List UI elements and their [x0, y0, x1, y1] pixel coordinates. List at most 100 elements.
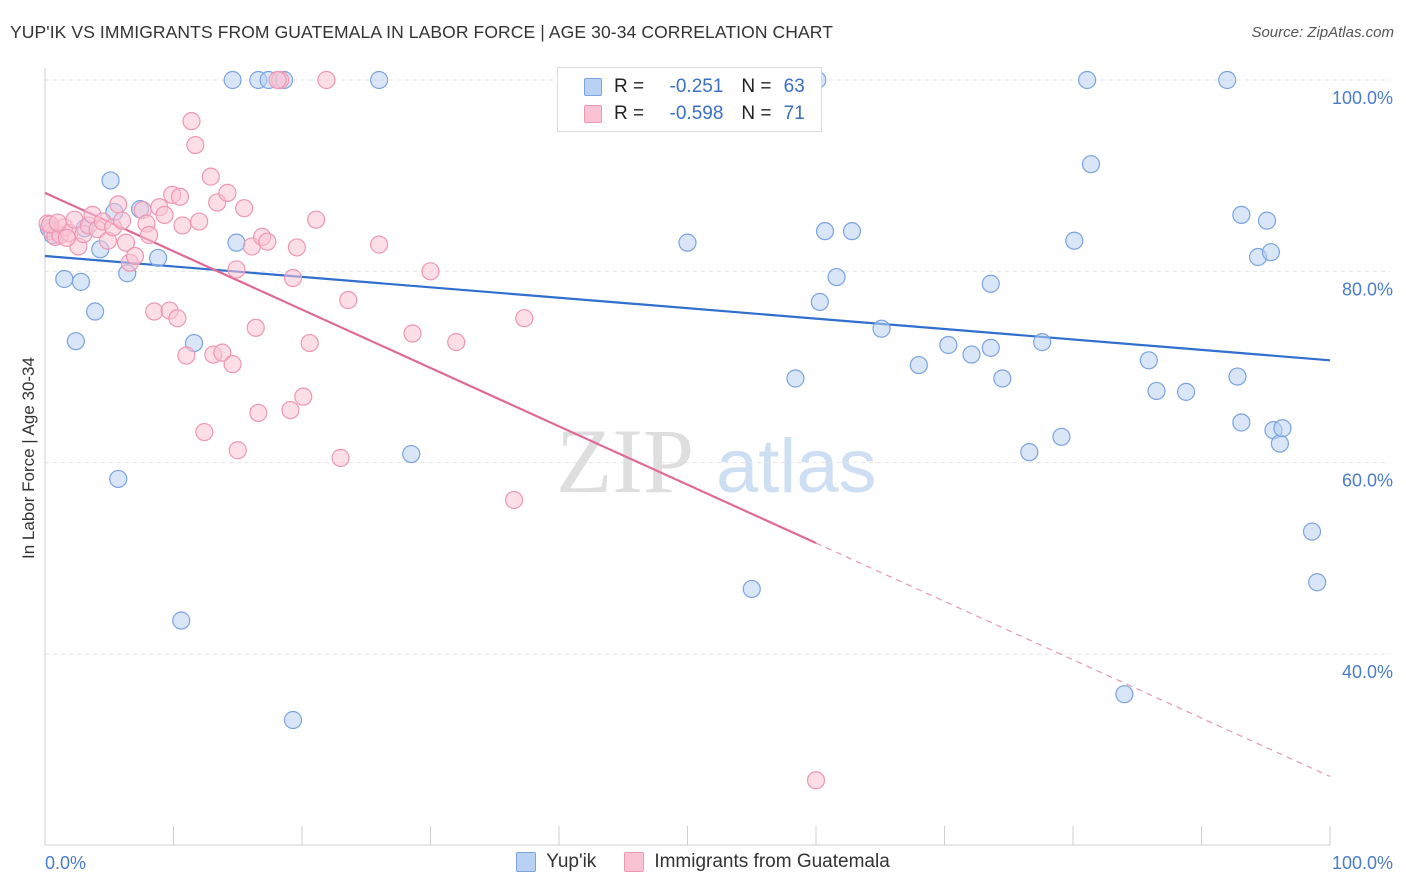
- point-guatemala: [155, 205, 174, 224]
- point-yupik: [1115, 685, 1134, 704]
- point-guatemala: [195, 422, 214, 442]
- point-yupik: [1232, 413, 1251, 432]
- point-yupik: [981, 274, 1000, 293]
- r-label: R =: [614, 103, 645, 124]
- y-axis-label: In Labor Force | Age 30-34: [19, 357, 38, 559]
- n-value: 71: [783, 103, 805, 124]
- point-guatemala: [182, 112, 201, 131]
- point-yupik: [1020, 443, 1039, 462]
- point-yupik: [109, 469, 128, 489]
- trendline-extrapolated-guatemala: [815, 542, 1331, 777]
- point-guatemala: [186, 135, 205, 155]
- point-guatemala: [145, 302, 164, 321]
- trendline-yupik: [44, 254, 1331, 362]
- point-yupik: [1228, 367, 1247, 386]
- point-yupik: [1218, 70, 1237, 90]
- point-yupik: [71, 272, 91, 291]
- point-guatemala: [317, 70, 336, 90]
- point-guatemala: [307, 210, 326, 229]
- n-label: N =: [741, 103, 772, 124]
- point-yupik: [939, 335, 958, 355]
- point-guatemala: [249, 403, 268, 423]
- point-guatemala: [223, 355, 242, 374]
- point-guatemala: [421, 262, 440, 281]
- point-yupik: [1078, 70, 1097, 90]
- watermark-atlas: atlas: [716, 424, 877, 509]
- legend-item-guatemala[interactable]: Immigrants from Guatemala: [624, 851, 890, 873]
- point-guatemala: [213, 343, 232, 362]
- stats-legend-row-guatemala: R = -0.598 N = 71: [558, 100, 805, 128]
- point-yupik: [1065, 231, 1084, 250]
- point-guatemala: [403, 324, 422, 343]
- point-guatemala: [447, 333, 466, 352]
- n-value: 63: [783, 76, 805, 97]
- point-yupik: [1176, 382, 1196, 401]
- point-yupik: [1261, 243, 1280, 262]
- x-tick-label: 100.0%: [1332, 853, 1393, 873]
- point-guatemala: [331, 448, 350, 467]
- point-yupik: [810, 292, 829, 312]
- guatemala-legend-swatch: [624, 852, 645, 872]
- point-yupik: [283, 710, 303, 730]
- point-guatemala: [227, 260, 246, 279]
- point-guatemala: [170, 187, 190, 206]
- point-yupik: [148, 248, 168, 268]
- point-guatemala: [173, 216, 192, 235]
- point-guatemala: [283, 268, 303, 288]
- point-guatemala: [246, 318, 265, 337]
- stats-legend: R = -0.251 N = 63 R = -0.598 N = 71: [557, 67, 822, 132]
- point-guatemala: [235, 199, 254, 218]
- guatemala-swatch: [584, 105, 602, 123]
- legend-label-guatemala: Immigrants from Guatemala: [654, 851, 890, 872]
- point-guatemala: [287, 238, 306, 257]
- point-guatemala: [228, 441, 247, 460]
- point-guatemala: [294, 387, 313, 406]
- point-yupik: [1273, 419, 1292, 438]
- point-yupik: [962, 345, 981, 364]
- point-guatemala: [370, 235, 389, 254]
- yupik-swatch: [584, 78, 602, 96]
- point-yupik: [872, 319, 891, 338]
- point-yupik: [815, 222, 835, 241]
- point-guatemala: [139, 225, 159, 245]
- point-yupik: [1033, 333, 1052, 352]
- point-guatemala: [201, 167, 220, 186]
- point-yupik: [1232, 205, 1251, 224]
- point-yupik: [1270, 434, 1289, 453]
- point-guatemala: [218, 183, 237, 202]
- point-yupik: [842, 222, 862, 241]
- point-yupik: [402, 444, 421, 464]
- point-yupik: [742, 579, 761, 599]
- trendline-guatemala: [44, 191, 817, 545]
- point-guatemala: [57, 228, 76, 247]
- point-yupik: [786, 369, 805, 388]
- point-yupik: [1147, 381, 1166, 401]
- r-label: R =: [614, 76, 645, 97]
- stats-legend-row-yupik: R = -0.251 N = 63: [558, 73, 805, 101]
- point-guatemala: [300, 333, 319, 353]
- y-tick-label: 100.0%: [1332, 88, 1393, 108]
- point-yupik: [1081, 155, 1101, 174]
- point-guatemala: [258, 232, 277, 251]
- point-yupik: [223, 70, 242, 90]
- point-yupik: [172, 611, 191, 630]
- point-guatemala: [112, 211, 132, 230]
- point-yupik: [678, 233, 697, 252]
- point-yupik: [101, 171, 120, 190]
- point-guatemala: [109, 195, 128, 214]
- point-yupik: [55, 269, 74, 289]
- series-legend: Yup'ik Immigrants from Guatemala: [0, 851, 1406, 873]
- point-guatemala: [177, 346, 196, 365]
- point-guatemala: [268, 70, 287, 90]
- point-guatemala: [168, 309, 187, 328]
- point-yupik: [981, 338, 1000, 357]
- point-yupik: [1139, 351, 1158, 370]
- point-yupik: [86, 302, 105, 321]
- yupik-legend-swatch: [516, 852, 537, 872]
- r-value: -0.598: [669, 103, 724, 124]
- point-guatemala: [125, 246, 145, 266]
- chart-title: YUP'IK VS IMMIGRANTS FROM GUATEMALA IN L…: [10, 22, 833, 42]
- legend-item-yupik[interactable]: Yup'ik: [516, 851, 596, 873]
- point-yupik: [66, 332, 85, 351]
